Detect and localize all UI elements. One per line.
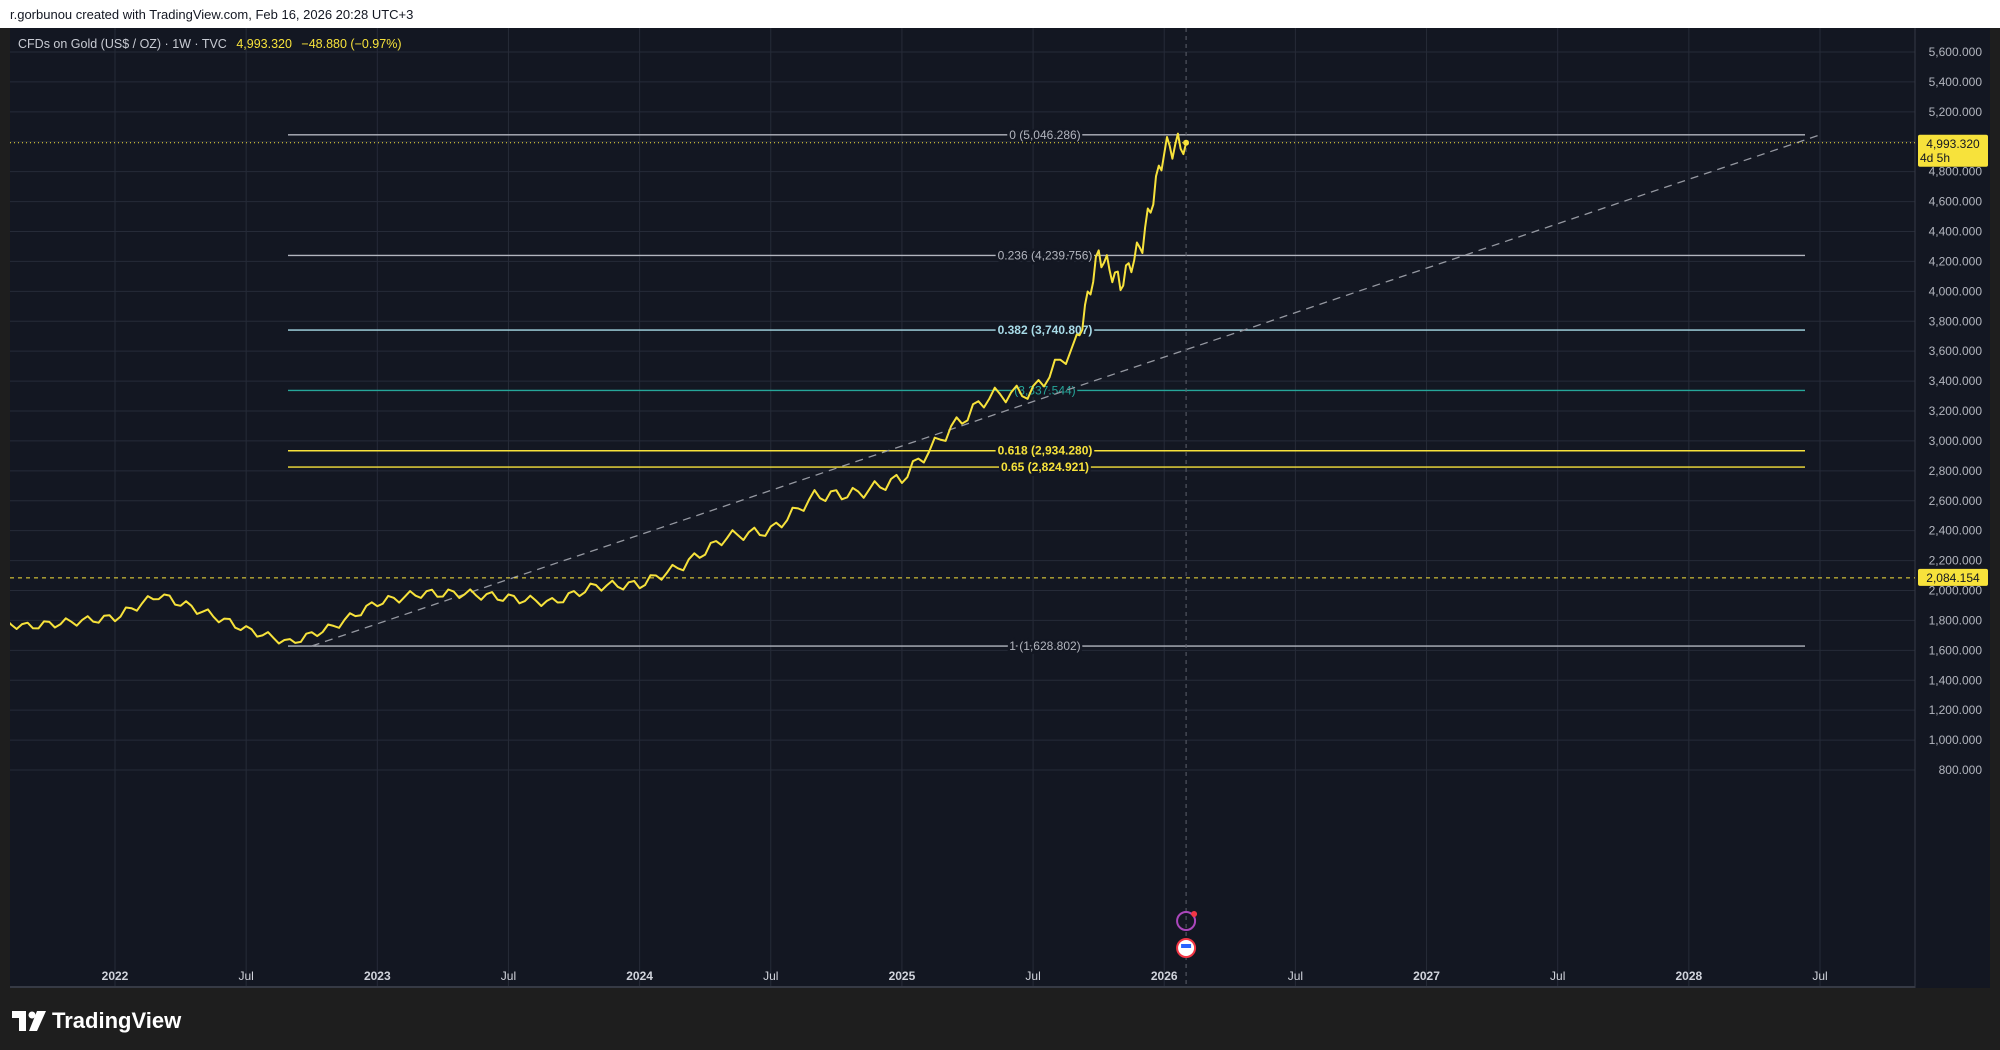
legend-change: −48.880 (−0.97%)	[301, 37, 402, 51]
y-tick-label: 3,200.000	[1929, 404, 1983, 418]
x-tick-label: Jul	[501, 969, 516, 983]
fib-level-label: 0.65 (2,824.921)	[1001, 460, 1089, 474]
y-tick-label: 3,800.000	[1929, 314, 1983, 328]
x-tick-label: Jul	[1288, 969, 1303, 983]
fib-level-label: 0.382 (3,740.807)	[998, 323, 1093, 337]
current-price-badge[interactable]	[1918, 134, 1988, 167]
symbol-legend: CFDs on Gold (US$ / OZ) · 1W · TVC 4,993…	[18, 37, 401, 51]
price-axis[interactable]	[1915, 28, 1990, 988]
y-tick-label: 2,200.000	[1929, 554, 1983, 568]
x-tick-label: Jul	[1550, 969, 1565, 983]
y-tick-label: 2,000.000	[1929, 584, 1983, 598]
x-tick-label: 2023	[364, 969, 391, 983]
fib-level-label: 0.618 (2,934.280)	[998, 444, 1093, 458]
y-tick-label: 800.000	[1939, 763, 1983, 777]
x-tick-label: 2024	[626, 969, 653, 983]
y-tick-label: 3,600.000	[1929, 344, 1983, 358]
symbol-label: CFDs on Gold (US$ / OZ) · 1W · TVC	[18, 37, 227, 51]
x-tick-label: 2022	[102, 969, 129, 983]
y-tick-label: 4,800.000	[1929, 165, 1983, 179]
tradingview-logo[interactable]: TradingView	[12, 1008, 181, 1034]
y-tick-label: 5,200.000	[1929, 105, 1983, 119]
x-tick-label: Jul	[763, 969, 778, 983]
time-axis-border	[10, 986, 1915, 988]
y-tick-label: 2,800.000	[1929, 464, 1983, 478]
y-tick-label: 1,200.000	[1929, 703, 1983, 717]
tradingview-logo-icon	[12, 1011, 46, 1031]
y-tick-label: 1,600.000	[1929, 643, 1983, 657]
price-chart[interactable]: 5,600.0005,400.0005,200.0005,000.0004,80…	[10, 28, 1990, 988]
x-tick-label: Jul	[1025, 969, 1040, 983]
fib-level-label: 0.236 (4,239.756)	[998, 248, 1093, 262]
fib-level-label: 1 (1,628.802)	[1009, 639, 1080, 653]
x-tick-label: Jul	[1812, 969, 1827, 983]
x-tick-label: 2028	[1675, 969, 1702, 983]
x-tick-label: 2025	[889, 969, 916, 983]
level-price-badge-text: 2,084.154	[1926, 571, 1980, 585]
flag-icon	[1181, 944, 1192, 948]
y-tick-label: 4,200.000	[1929, 254, 1983, 268]
level-price-badge[interactable]	[1918, 568, 1988, 586]
y-tick-label: 5,400.000	[1929, 75, 1983, 89]
y-tick-label: 2,400.000	[1929, 524, 1983, 538]
plot-background[interactable]	[10, 28, 1915, 986]
legend-price: 4,993.320	[236, 37, 292, 51]
x-tick-label: 2026	[1151, 969, 1178, 983]
y-tick-label: 1,400.000	[1929, 673, 1983, 687]
y-tick-label: 4,000.000	[1929, 284, 1983, 298]
x-tick-label: Jul	[238, 969, 253, 983]
tradingview-logo-text: TradingView	[52, 1008, 182, 1033]
y-tick-label: 1,800.000	[1929, 613, 1983, 627]
attribution-bar: r.gorbunou created with TradingView.com,…	[0, 0, 2000, 28]
y-tick-label: 3,000.000	[1929, 434, 1983, 448]
y-tick-label: 5,600.000	[1929, 45, 1983, 59]
y-tick-label: 4,600.000	[1929, 195, 1983, 209]
current-price-badge-text: 4,993.320	[1926, 137, 1980, 151]
earnings-event-icon[interactable]	[1176, 911, 1197, 931]
y-tick-label: 3,400.000	[1929, 374, 1983, 388]
price-series-line[interactable]	[10, 132, 1188, 645]
event-alert-dot	[1191, 911, 1198, 917]
y-tick-label: 1,000.000	[1929, 733, 1983, 747]
x-tick-label: 2027	[1413, 969, 1440, 983]
y-tick-label: 2,600.000	[1929, 494, 1983, 508]
countdown-badge-text: 4d 5h	[1920, 151, 1950, 165]
fib-level-label: 0 (5,046.286)	[1009, 128, 1080, 142]
last-price-dot	[1183, 139, 1190, 146]
attribution-text: r.gorbunou created with TradingView.com,…	[10, 7, 414, 22]
y-tick-label: 4,400.000	[1929, 225, 1983, 239]
chart-frame[interactable]: 5,600.0005,400.0005,200.0005,000.0004,80…	[10, 28, 1990, 988]
